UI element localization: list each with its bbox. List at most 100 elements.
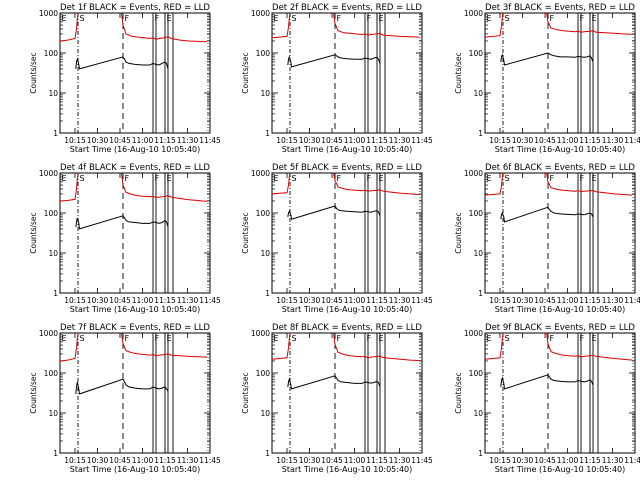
x-tick-label: 11:15 <box>366 136 388 145</box>
detector-panel: Det 2f BLACK = Events, RED = LLD 1 10 100 10… <box>241 3 433 154</box>
x-tick-label: 10:15 <box>64 296 86 305</box>
y-axis-label: Counts/sec <box>29 372 38 413</box>
lld-series-line <box>272 333 420 361</box>
x-tick-label: 10:45 <box>321 136 343 145</box>
interval-marker-label: F <box>367 174 372 183</box>
x-tick-label: 10:45 <box>321 456 343 465</box>
y-tick-label: 1000 <box>39 329 58 338</box>
interval-marker-label: F <box>367 334 372 343</box>
y-tick-label: 100 <box>469 49 484 58</box>
x-tick-label: 11:45 <box>199 136 221 145</box>
interval-marker-label: E <box>592 14 597 23</box>
interval-marker-label: F <box>155 334 160 343</box>
events-series-line <box>287 54 381 68</box>
x-tick-label: 10:15 <box>276 296 298 305</box>
lld-series-line <box>60 173 208 202</box>
y-tick-label: 1 <box>265 129 270 138</box>
x-axis-label: Start Time (16-Aug-10 10:05:40) <box>495 305 626 314</box>
interval-marker-label: E <box>167 174 172 183</box>
y-axis-label: Counts/sec <box>454 372 463 413</box>
plot-frame <box>484 12 636 134</box>
y-tick-label: 1 <box>265 289 270 298</box>
interval-marker-label: F <box>550 14 555 23</box>
y-tick-label: 1 <box>478 449 483 458</box>
x-tick-label: 11:30 <box>177 136 199 145</box>
y-tick-label: 1 <box>53 289 58 298</box>
y-tick-label: 10 <box>260 409 270 418</box>
y-tick-label: 1 <box>478 289 483 298</box>
y-tick-label: 10 <box>48 249 58 258</box>
y-tick-label: 1000 <box>251 169 270 178</box>
x-tick-label: 11:00 <box>557 456 579 465</box>
x-tick-label: 11:15 <box>579 136 601 145</box>
x-axis-label: Start Time (16-Aug-10 10:05:40) <box>495 465 626 474</box>
x-tick-label: 11:15 <box>154 296 176 305</box>
interval-marker-label: F <box>125 334 130 343</box>
x-tick-label: 11:15 <box>579 456 601 465</box>
interval-marker-label: F <box>155 14 160 23</box>
y-tick-label: 1000 <box>464 169 483 178</box>
interval-marker-label: F <box>125 174 130 183</box>
interval-marker-label: E <box>167 334 172 343</box>
x-tick-label: 11:45 <box>199 296 221 305</box>
y-axis-label: Counts/sec <box>241 212 250 253</box>
lld-series-line <box>485 333 633 361</box>
x-axis-label: Start Time (16-Aug-10 10:05:40) <box>70 305 201 314</box>
x-tick-label: 10:15 <box>64 456 86 465</box>
y-tick-label: 100 <box>44 369 59 378</box>
x-tick-label: 11:15 <box>154 456 176 465</box>
interval-marker-label: S <box>292 334 297 343</box>
interval-marker-label: E <box>592 174 597 183</box>
x-tick-label: 10:45 <box>109 456 131 465</box>
y-tick-label: 10 <box>260 249 270 258</box>
events-series-line <box>287 375 381 390</box>
interval-marker-label: E <box>379 334 384 343</box>
detector-panel: Det 5f BLACK = Events, RED = LLD 1 10 100 10… <box>241 163 433 314</box>
interval-marker-label: E <box>274 334 279 343</box>
plot-frame <box>484 172 636 294</box>
x-tick-label: 10:15 <box>489 296 511 305</box>
detector-panel: Det 7f BLACK = Events, RED = LLD 1 10 100 10… <box>29 323 221 474</box>
x-tick-label: 11:30 <box>602 136 624 145</box>
y-tick-label: 1000 <box>39 9 58 18</box>
interval-marker-label: E <box>167 14 172 23</box>
x-tick-label: 10:45 <box>109 136 131 145</box>
panel-title: Det 8f BLACK = Events, RED = LLD <box>272 323 422 333</box>
x-tick-label: 10:45 <box>534 136 556 145</box>
interval-marker-label: E <box>62 174 67 183</box>
panel-title: Det 9f BLACK = Events, RED = LLD <box>485 323 635 333</box>
plot-frame <box>59 332 211 454</box>
x-tick-label: 10:30 <box>299 136 321 145</box>
interval-marker-label: F <box>550 334 555 343</box>
plot-frame <box>271 12 423 134</box>
events-series-line <box>500 206 594 223</box>
x-tick-label: 10:30 <box>87 296 109 305</box>
events-series-line <box>287 205 381 220</box>
plot-frame <box>484 332 636 454</box>
x-tick-label: 11:45 <box>624 136 640 145</box>
lld-series-line <box>485 173 633 196</box>
y-axis-label: Counts/sec <box>454 52 463 93</box>
x-tick-label: 10:15 <box>489 136 511 145</box>
x-tick-label: 11:00 <box>557 136 579 145</box>
x-tick-label: 11:00 <box>132 456 154 465</box>
x-tick-label: 10:15 <box>276 456 298 465</box>
panel-title: Det 2f BLACK = Events, RED = LLD <box>272 3 422 13</box>
x-tick-label: 11:00 <box>132 296 154 305</box>
interval-marker-label: F <box>337 14 342 23</box>
x-tick-label: 10:30 <box>512 456 534 465</box>
y-tick-label: 1 <box>478 129 483 138</box>
x-tick-label: 11:45 <box>411 296 433 305</box>
interval-marker-label: F <box>125 14 130 23</box>
events-series-line <box>75 56 169 70</box>
interval-marker-label: F <box>580 174 585 183</box>
x-tick-label: 10:45 <box>109 296 131 305</box>
interval-marker-label: S <box>505 174 510 183</box>
interval-marker-label: F <box>580 14 585 23</box>
x-tick-label: 11:00 <box>344 136 366 145</box>
y-tick-label: 10 <box>48 89 58 98</box>
lld-series-line <box>60 333 208 362</box>
detector-panel: Det 3f BLACK = Events, RED = LLD 1 10 100 10… <box>454 3 640 154</box>
panel-title: Det 3f BLACK = Events, RED = LLD <box>485 3 635 13</box>
